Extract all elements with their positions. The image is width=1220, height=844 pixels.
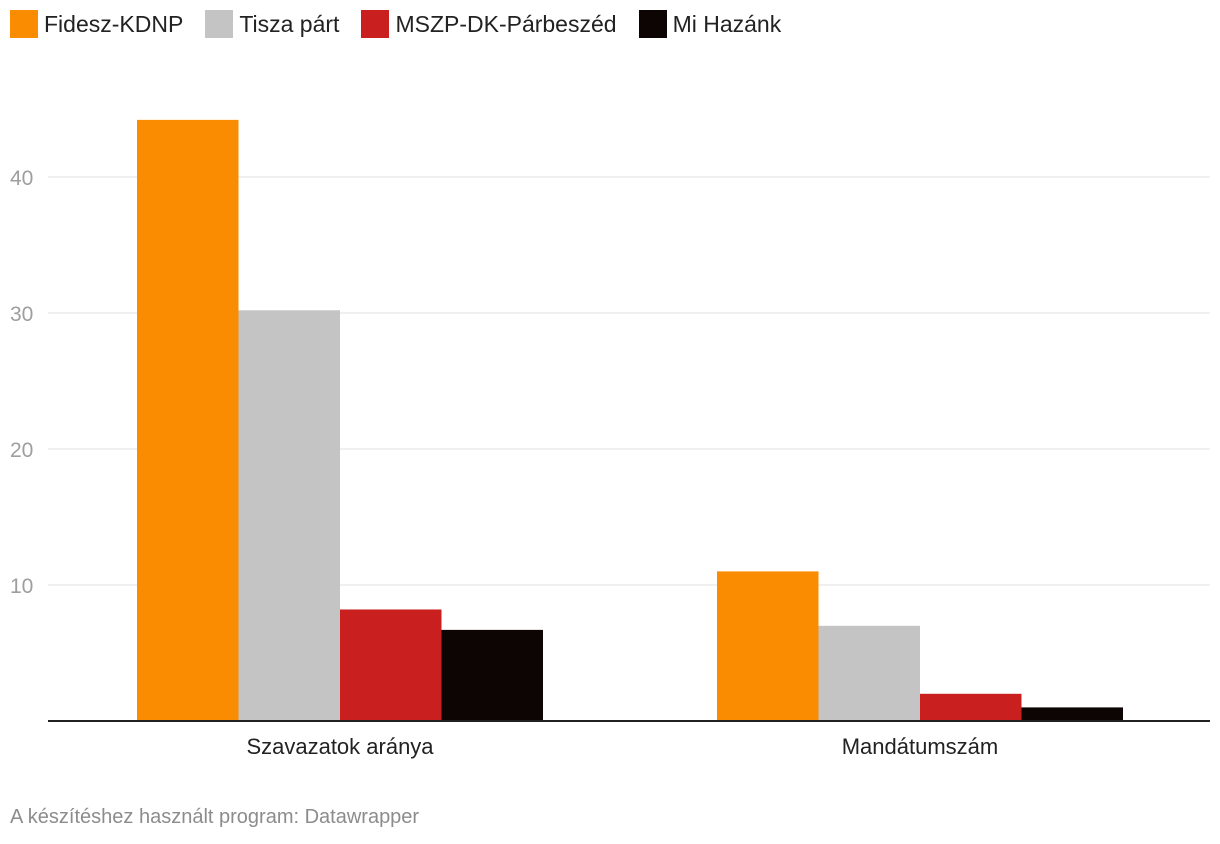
bar-mandatum-0: [717, 571, 819, 721]
legend-item-fidesz: Fidesz-KDNP: [10, 10, 183, 38]
legend-swatch-fidesz: [10, 10, 38, 38]
legend-label-tisza: Tisza párt: [239, 10, 340, 37]
y-tick-label-30: 30: [10, 303, 33, 326]
bar-szavazatok-3: [441, 629, 543, 721]
legend-swatch-mszp: [361, 10, 390, 38]
footer-credit: A készítéshez használt program: Datawrap…: [10, 806, 420, 828]
y-tick-label-20: 20: [10, 439, 33, 462]
legend-item-mszp: MSZP-DK-Párbeszéd: [361, 10, 617, 38]
bar-szavazatok-1: [238, 310, 340, 721]
y-tick-label-40: 40: [10, 167, 33, 190]
x-category-label-1: Mandátumszám: [842, 734, 999, 759]
legend-item-tisza: Tisza párt: [205, 10, 339, 38]
bar-szavazatok-0: [137, 119, 239, 721]
legend-label-fidesz: Fidesz-KDNP: [44, 10, 184, 37]
legend-label-mihazank: Mi Hazánk: [672, 10, 782, 37]
legend-item-mihazank: Mi Hazánk: [638, 10, 782, 38]
legend: Fidesz-KDNP Tisza párt MSZP-DK-Párbeszéd…: [10, 10, 803, 38]
legend-label-mszp: MSZP-DK-Párbeszéd: [395, 10, 617, 37]
bar-mandatum-3: [1021, 707, 1123, 721]
bar-mandatum-1: [818, 625, 920, 721]
legend-swatch-mihazank: [638, 10, 667, 38]
y-tick-label-10: 10: [10, 575, 33, 598]
legend-swatch-tisza: [205, 10, 234, 38]
bar-mandatum-2: [920, 693, 1022, 721]
x-category-label-0: Szavazatok aránya: [246, 734, 434, 759]
bar-szavazatok-2: [340, 609, 442, 721]
